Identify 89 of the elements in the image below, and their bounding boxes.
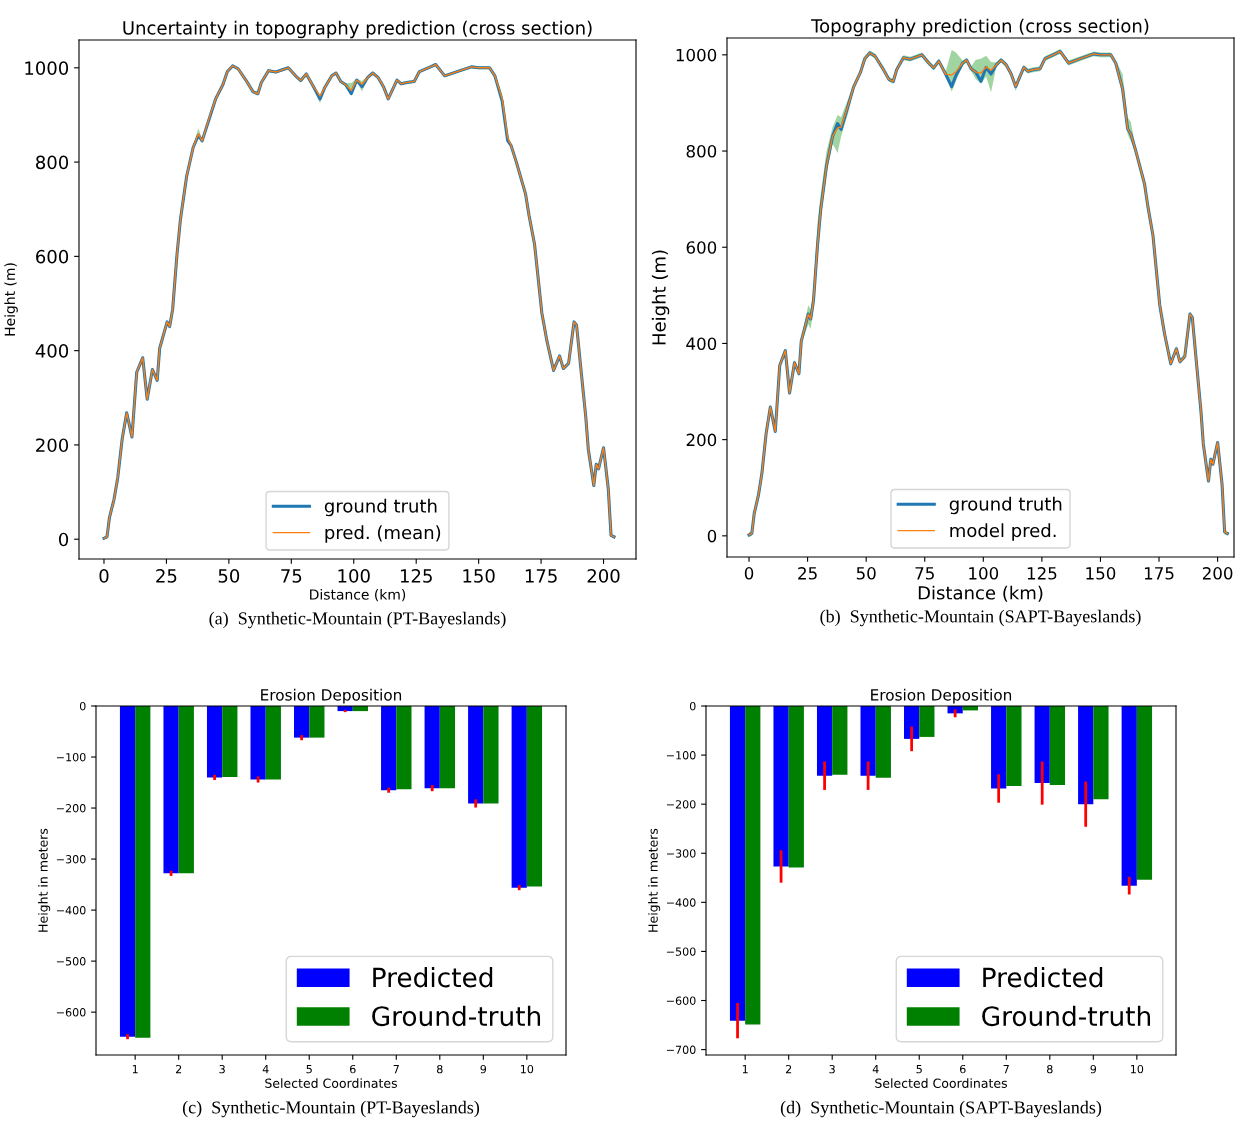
x-tick-label: 100	[338, 569, 370, 583]
x-tick-label: 5	[306, 1065, 312, 1074]
legend-label: ground truth	[324, 498, 437, 517]
x-axis-title: Distance (km)	[918, 585, 1043, 602]
y-tick-label: 0	[707, 529, 717, 543]
x-tick-label: 1	[132, 1065, 138, 1074]
x-tick-label: 25	[156, 569, 177, 583]
y-tick-label: 1000	[676, 48, 717, 62]
y-tick-label: 800	[686, 145, 717, 158]
chart-title: Uncertainty in topography prediction (cross section)	[123, 20, 592, 39]
y-tick-label: −600	[666, 996, 696, 1005]
y-tick-label: −700	[666, 1045, 696, 1054]
x-tick-label: 4	[262, 1065, 269, 1074]
x-axis-title: Distance (km)	[310, 588, 406, 602]
legend-label: ground truth	[949, 496, 1062, 515]
y-tick-label: −600	[56, 1008, 86, 1017]
x-tick-label: 50	[218, 569, 240, 583]
x-tick-label: 10	[1130, 1064, 1144, 1074]
y-tick-label: −100	[56, 753, 86, 762]
x-tick-label: 8	[437, 1064, 443, 1074]
x-tick-label: 9	[480, 1064, 487, 1074]
y-tick-label: 0	[79, 701, 86, 711]
legend-label: Ground-truth	[372, 1005, 541, 1027]
x-tick-label: 6	[350, 1064, 356, 1074]
y-tick-label: −300	[666, 849, 696, 858]
y-tick-label: −400	[666, 898, 696, 907]
y-axis-title: Height in meters	[648, 828, 661, 932]
x-tick-label: 100	[969, 567, 999, 580]
text: (d) Synthetic-Mountain (SAPT-Bayeslands)	[780, 1100, 1102, 1118]
chart-title: Erosion Deposition	[261, 688, 402, 704]
y-tick-label: −500	[666, 947, 696, 956]
x-tick-label: 175	[525, 569, 557, 583]
text: (c) Synthetic-Mountain (PT-Bayeslands)	[182, 1100, 480, 1118]
y-tick-label: 200	[686, 433, 717, 447]
y-axis-title: Height (m)	[4, 263, 18, 336]
legend-label: model pred.	[950, 523, 1056, 541]
y-tick-label: 600	[686, 241, 717, 254]
legend-label: Predicted	[983, 966, 1103, 988]
x-tick-label: 9	[1090, 1064, 1097, 1074]
y-tick-label: −300	[56, 855, 86, 864]
y-axis-title: Height (m)	[651, 250, 670, 345]
x-tick-label: 200	[587, 569, 620, 583]
x-tick-label: 200	[1202, 567, 1233, 580]
y-tick-label: 0	[689, 701, 696, 711]
x-tick-label: 3	[219, 1064, 225, 1074]
legend-label: Ground-truth	[982, 1005, 1151, 1027]
y-tick-label: 400	[35, 344, 69, 358]
x-tick-label: 7	[393, 1065, 399, 1074]
y-tick-label: −500	[56, 957, 86, 966]
y-tick-label: 0	[58, 532, 69, 547]
legend-label: pred. (mean)	[325, 525, 441, 543]
x-tick-label: 150	[1086, 567, 1116, 580]
y-tick-label: 1000	[25, 61, 69, 75]
x-tick-label: 150	[463, 569, 495, 583]
x-tick-label: 3	[829, 1064, 835, 1074]
x-axis-title: Selected Coordinates	[875, 1078, 1007, 1088]
y-tick-label: 400	[686, 337, 717, 350]
x-tick-label: 0	[744, 567, 754, 580]
y-tick-label: 800	[36, 155, 69, 170]
x-tick-label: 4	[872, 1065, 879, 1074]
x-tick-label: 7	[1003, 1065, 1009, 1074]
y-axis-title: Height in meters	[38, 828, 51, 932]
y-tick-label: −400	[56, 906, 86, 915]
x-tick-label: 25	[798, 567, 817, 580]
y-tick-label: −100	[666, 751, 696, 760]
x-tick-label: 2	[785, 1064, 792, 1074]
x-tick-label: 8	[1047, 1064, 1053, 1074]
x-tick-label: 10	[520, 1064, 534, 1074]
x-tick-label: 125	[400, 569, 432, 583]
x-tick-label: 125	[1027, 567, 1057, 580]
x-tick-label: 1	[742, 1065, 748, 1074]
x-tick-label: 2	[175, 1064, 182, 1074]
x-tick-label: 75	[281, 569, 302, 583]
text: (a) Synthetic-Mountain (PT-Bayeslands)	[209, 611, 506, 629]
y-tick-label: 200	[36, 438, 69, 453]
x-tick-label: 5	[916, 1065, 922, 1074]
x-tick-label: 175	[1144, 567, 1174, 580]
chart-title: Erosion Deposition	[871, 688, 1012, 704]
x-tick-label: 75	[915, 567, 934, 580]
x-axis-title: Selected Coordinates	[265, 1078, 397, 1088]
legend-label: Predicted	[373, 966, 493, 988]
y-tick-label: −200	[56, 804, 86, 813]
x-tick-label: 0	[99, 569, 109, 583]
chart-title: Topography prediction (cross section)	[811, 18, 1149, 37]
x-tick-label: 50	[856, 567, 876, 580]
y-tick-label: −200	[666, 800, 696, 809]
text: (b) Synthetic-Mountain (SAPT-Bayeslands)	[820, 609, 1141, 627]
y-tick-label: 600	[36, 249, 69, 264]
x-tick-label: 6	[960, 1064, 966, 1074]
